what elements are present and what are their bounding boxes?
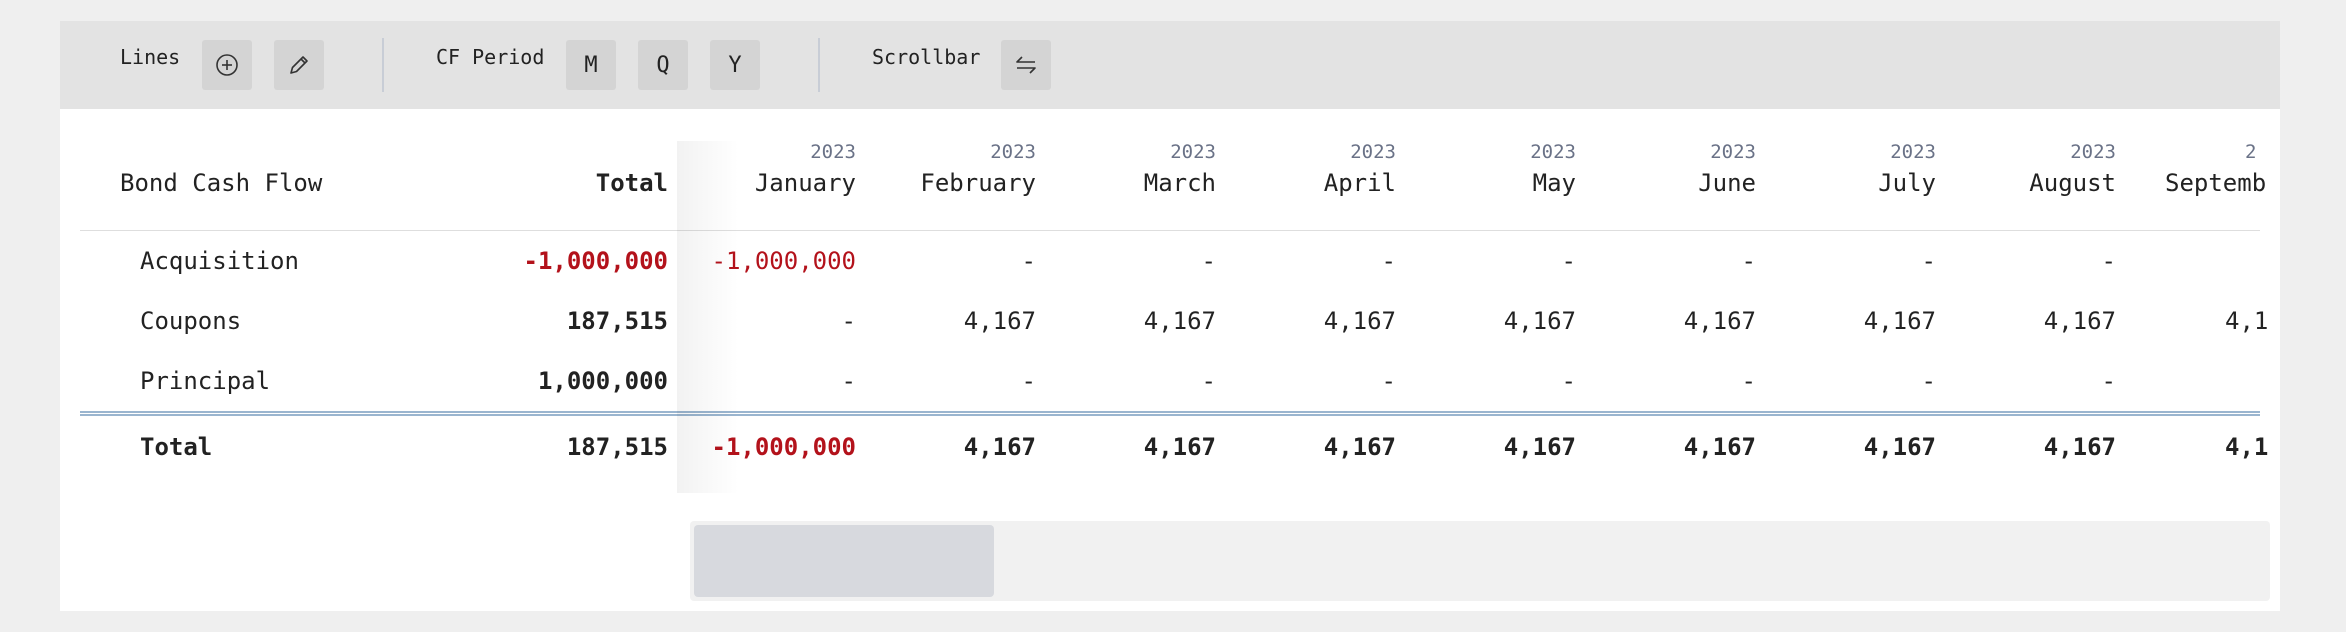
toolbar-divider (382, 38, 384, 92)
column-month: May (1532, 169, 1576, 197)
cell-value: -1,000,000 (711, 433, 857, 461)
cell-value: 4,1 (2225, 433, 2269, 461)
column-month: July (1878, 169, 1936, 197)
edit-lines-button[interactable] (274, 40, 324, 90)
column-month: January (754, 169, 856, 197)
row-label: Acquisition (140, 247, 299, 275)
total-column-header: Total (595, 169, 668, 197)
table-title: Bond Cash Flow (120, 169, 323, 197)
cell-value: - (1921, 367, 1936, 395)
column-year: 2023 (1890, 141, 1936, 163)
scrollbar-label: Scrollbar (872, 45, 981, 69)
column-month: March (1143, 169, 1216, 197)
row-total: 187,515 (566, 307, 668, 335)
table-header: Bond Cash Flow Total 2023 January 2023 F… (60, 109, 2280, 231)
cell-value: 4,1 (2225, 307, 2269, 335)
cell-value: 4,167 (1323, 307, 1396, 335)
row-label: Total (140, 433, 213, 461)
cell-value: - (841, 367, 856, 395)
table-row: Acquisition -1,000,000 -1,000,000 - - - … (60, 239, 2280, 299)
cell-value: -1,000,000 (711, 247, 857, 275)
column-month: June (1698, 169, 1756, 197)
cell-value: - (1921, 247, 1936, 275)
cell-value: - (1201, 367, 1216, 395)
period-quarterly-button[interactable]: Q (638, 40, 688, 90)
total-row: Total 187,515 -1,000,000 4,167 4,167 4,1… (60, 419, 2280, 479)
total-double-rule (80, 411, 2260, 416)
add-circle-icon (216, 54, 238, 76)
cf-period-label: CF Period (436, 45, 545, 69)
cell-value: - (1561, 247, 1576, 275)
cell-value: 4,167 (1323, 433, 1396, 461)
cell-value: 4,167 (1863, 433, 1936, 461)
row-label: Principal (140, 367, 271, 395)
column-year: 2023 (1530, 141, 1576, 163)
cell-value: 4,167 (1683, 307, 1756, 335)
toolbar-divider (818, 38, 820, 92)
cell-value: - (1561, 367, 1576, 395)
cell-value: - (1021, 247, 1036, 275)
cell-value: 4,167 (1143, 433, 1216, 461)
lines-label: Lines (120, 45, 181, 69)
cell-value: 4,167 (963, 433, 1036, 461)
cell-value: 4,167 (2043, 433, 2116, 461)
period-monthly-button[interactable]: M (566, 40, 616, 90)
cash-flow-table: Bond Cash Flow Total 2023 January 2023 F… (60, 109, 2280, 511)
frozen-column-shadow (677, 141, 739, 493)
cell-value: 4,167 (963, 307, 1036, 335)
cell-value: 4,167 (1863, 307, 1936, 335)
toolbar: Lines CF Period M Q Y Scrollbar (60, 21, 2280, 109)
cell-value: - (1381, 247, 1396, 275)
period-yearly-button[interactable]: Y (710, 40, 760, 90)
table-row: Coupons 187,515 - 4,167 4,167 4,167 4,16… (60, 299, 2280, 359)
column-year: 2 (2245, 141, 2257, 163)
column-year: 2023 (990, 141, 1036, 163)
column-month: Septemb (2165, 169, 2267, 197)
cell-value: 4,167 (2043, 307, 2116, 335)
cell-value: - (2101, 367, 2116, 395)
toggle-scrollbar-button[interactable] (1001, 40, 1051, 90)
column-year: 2023 (810, 141, 856, 163)
cell-value: 4,167 (1143, 307, 1216, 335)
column-month: August (2029, 169, 2116, 197)
cell-value: - (841, 307, 856, 335)
cell-value: - (1381, 367, 1396, 395)
row-total: -1,000,000 (523, 247, 669, 275)
cell-value: 4,167 (1683, 433, 1756, 461)
column-year: 2023 (1170, 141, 1216, 163)
cell-value: - (1021, 367, 1036, 395)
cell-value: - (1741, 367, 1756, 395)
column-year: 2023 (1710, 141, 1756, 163)
row-total: 187,515 (566, 433, 668, 461)
cell-value: - (1201, 247, 1216, 275)
column-year: 2023 (2070, 141, 2116, 163)
column-year: 2023 (1350, 141, 1396, 163)
cell-value: 4,167 (1503, 433, 1576, 461)
swap-arrows-icon (1016, 56, 1036, 74)
scrollbar-thumb[interactable] (694, 525, 994, 597)
cell-value: 4,167 (1503, 307, 1576, 335)
pencil-icon (290, 56, 308, 74)
cell-value: - (1741, 247, 1756, 275)
add-line-button[interactable] (202, 40, 252, 90)
cell-value: - (2101, 247, 2116, 275)
header-divider (80, 230, 2260, 231)
column-month: April (1323, 169, 1396, 197)
row-total: 1,000,000 (537, 367, 668, 395)
table-row: Principal 1,000,000 - - - - - - - - (60, 359, 2280, 419)
row-label: Coupons (140, 307, 242, 335)
horizontal-scrollbar[interactable] (690, 521, 2270, 601)
column-month: February (920, 169, 1036, 197)
cash-flow-panel: Lines CF Period M Q Y Scrollbar (60, 21, 2280, 611)
